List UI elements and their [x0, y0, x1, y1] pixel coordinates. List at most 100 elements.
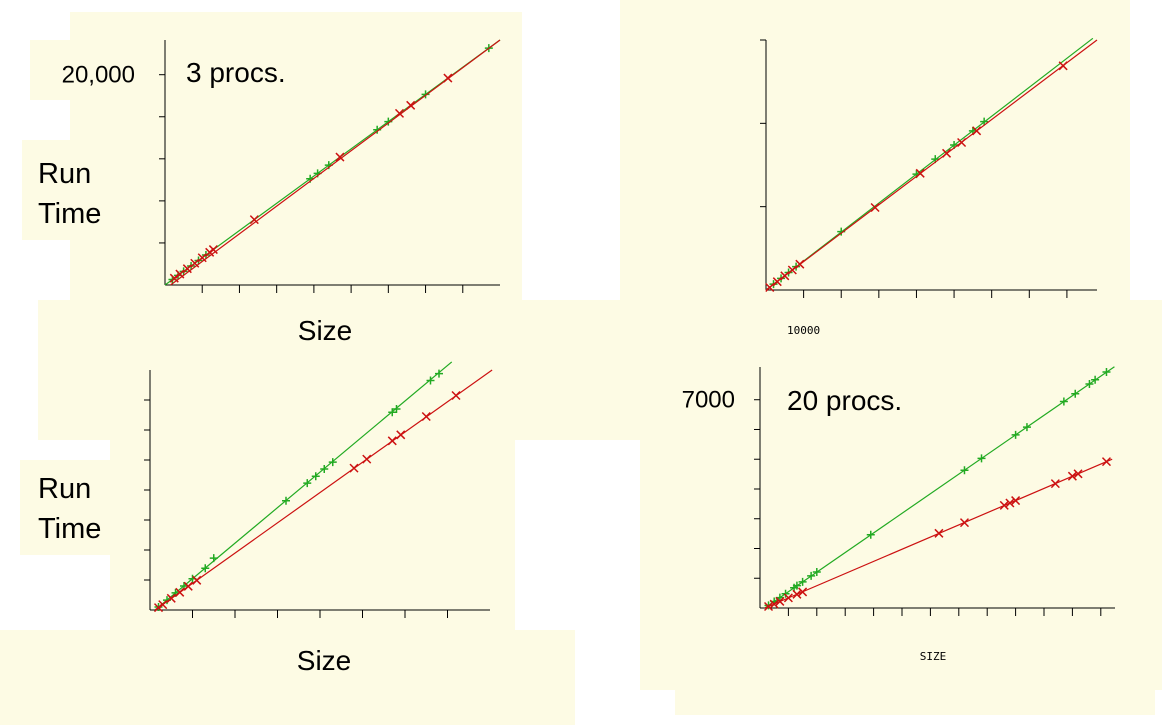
- point: [1011, 430, 1020, 439]
- background-patch: [22, 140, 172, 240]
- chart-title: 3 procs.: [186, 57, 286, 88]
- y-tick-label: 7000: [682, 387, 735, 414]
- point: [311, 472, 320, 481]
- point: [175, 587, 185, 597]
- point: [183, 581, 193, 591]
- background-patch: [30, 40, 170, 100]
- point: [999, 500, 1009, 510]
- background-patch: [620, 0, 1130, 350]
- point: [208, 245, 218, 255]
- y-tick-label: 20,000: [62, 62, 135, 89]
- point: [1071, 389, 1080, 398]
- point: [1022, 423, 1031, 432]
- point: [387, 436, 397, 446]
- point: [406, 100, 416, 110]
- point: [787, 265, 797, 275]
- point: [303, 479, 312, 488]
- point: [426, 376, 435, 385]
- point: [870, 202, 880, 213]
- point: [972, 126, 982, 136]
- point: [934, 528, 944, 538]
- point: [1085, 379, 1094, 388]
- point: [942, 148, 952, 158]
- point: [812, 567, 821, 576]
- point: [396, 430, 406, 440]
- point: [153, 603, 164, 613]
- fit-line: [765, 39, 1098, 291]
- point: [1058, 61, 1068, 71]
- x-tick-label: 10000: [787, 324, 820, 337]
- background-patch: [0, 630, 575, 725]
- fit-line: [765, 37, 1094, 291]
- point: [421, 90, 430, 99]
- point: [798, 577, 807, 586]
- point: [197, 253, 207, 263]
- point: [772, 277, 782, 287]
- point: [169, 273, 179, 283]
- point: [320, 465, 329, 473]
- point: [807, 571, 816, 580]
- y-axis-label: Run Time: [38, 473, 102, 545]
- point: [792, 581, 801, 590]
- point: [1073, 469, 1083, 479]
- background-patch: [110, 440, 515, 640]
- point: [201, 564, 210, 573]
- point: [451, 390, 461, 401]
- point: [282, 496, 290, 505]
- point: [977, 454, 986, 463]
- point: [182, 264, 192, 274]
- point: [1059, 397, 1068, 406]
- point: [780, 271, 790, 281]
- point: [443, 73, 453, 83]
- point: [781, 589, 790, 598]
- point: [763, 601, 774, 612]
- point: [866, 530, 875, 539]
- point: [960, 466, 969, 475]
- point: [166, 593, 176, 603]
- point: [1102, 368, 1111, 377]
- point: [435, 369, 443, 378]
- point: [783, 593, 793, 603]
- x-axis-label: Size: [297, 645, 351, 676]
- point: [775, 596, 785, 606]
- point: [335, 152, 345, 162]
- point: [915, 168, 925, 178]
- y-axis-label: Run Time: [38, 158, 102, 230]
- point: [765, 282, 775, 293]
- x-axis-label: SIZE: [920, 650, 947, 663]
- background-patch: [675, 600, 1155, 715]
- point: [388, 408, 397, 417]
- point: [795, 259, 805, 269]
- fit-line: [764, 366, 1115, 609]
- point: [394, 108, 405, 118]
- point: [792, 589, 802, 599]
- point: [349, 463, 359, 473]
- point: [190, 258, 200, 268]
- background-patch: [20, 460, 150, 555]
- point: [421, 411, 431, 422]
- point: [1050, 479, 1060, 489]
- point: [1005, 498, 1015, 508]
- point: [1101, 457, 1112, 467]
- point: [362, 454, 372, 464]
- point: [798, 587, 808, 597]
- point: [1091, 375, 1100, 384]
- chart-title: 20 procs.: [787, 385, 902, 416]
- point: [209, 554, 218, 563]
- point: [980, 117, 989, 126]
- point: [175, 269, 185, 279]
- point: [328, 458, 337, 467]
- point: [1067, 471, 1077, 481]
- fit-line: [154, 369, 493, 611]
- point: [158, 600, 168, 610]
- x-axis-label: Size: [298, 315, 352, 346]
- point: [192, 575, 202, 585]
- point: [769, 599, 779, 609]
- point: [775, 593, 784, 602]
- point: [392, 405, 401, 413]
- point: [959, 518, 970, 528]
- point: [957, 137, 967, 148]
- point: [249, 215, 259, 225]
